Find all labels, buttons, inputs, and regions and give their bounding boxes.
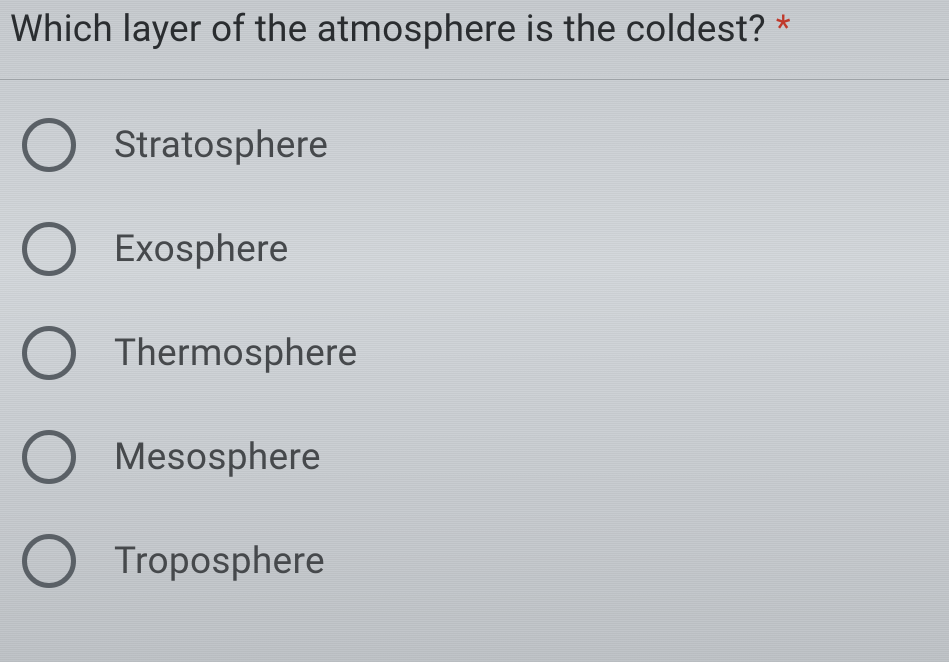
radio-icon[interactable] bbox=[22, 118, 76, 172]
option-stratosphere[interactable]: Stratosphere bbox=[22, 118, 927, 172]
option-troposphere[interactable]: Troposphere bbox=[22, 534, 927, 588]
option-label: Exosphere bbox=[114, 228, 289, 271]
radio-icon[interactable] bbox=[22, 222, 76, 276]
option-label: Troposphere bbox=[114, 540, 325, 583]
quiz-card: Which layer of the atmosphere is the col… bbox=[0, 0, 949, 588]
option-mesosphere[interactable]: Mesosphere bbox=[22, 430, 927, 484]
option-thermosphere[interactable]: Thermosphere bbox=[22, 326, 927, 380]
radio-icon[interactable] bbox=[22, 430, 76, 484]
radio-icon[interactable] bbox=[22, 326, 76, 380]
option-label: Thermosphere bbox=[114, 332, 357, 375]
radio-icon[interactable] bbox=[22, 534, 76, 588]
options-group: Stratosphere Exosphere Thermosphere Meso… bbox=[0, 80, 949, 588]
option-exosphere[interactable]: Exosphere bbox=[22, 222, 927, 276]
question-text: Which layer of the atmosphere is the col… bbox=[10, 8, 766, 51]
option-label: Stratosphere bbox=[114, 124, 328, 167]
question-header: Which layer of the atmosphere is the col… bbox=[0, 0, 949, 80]
required-asterisk: * bbox=[776, 8, 791, 48]
option-label: Mesosphere bbox=[114, 436, 321, 479]
